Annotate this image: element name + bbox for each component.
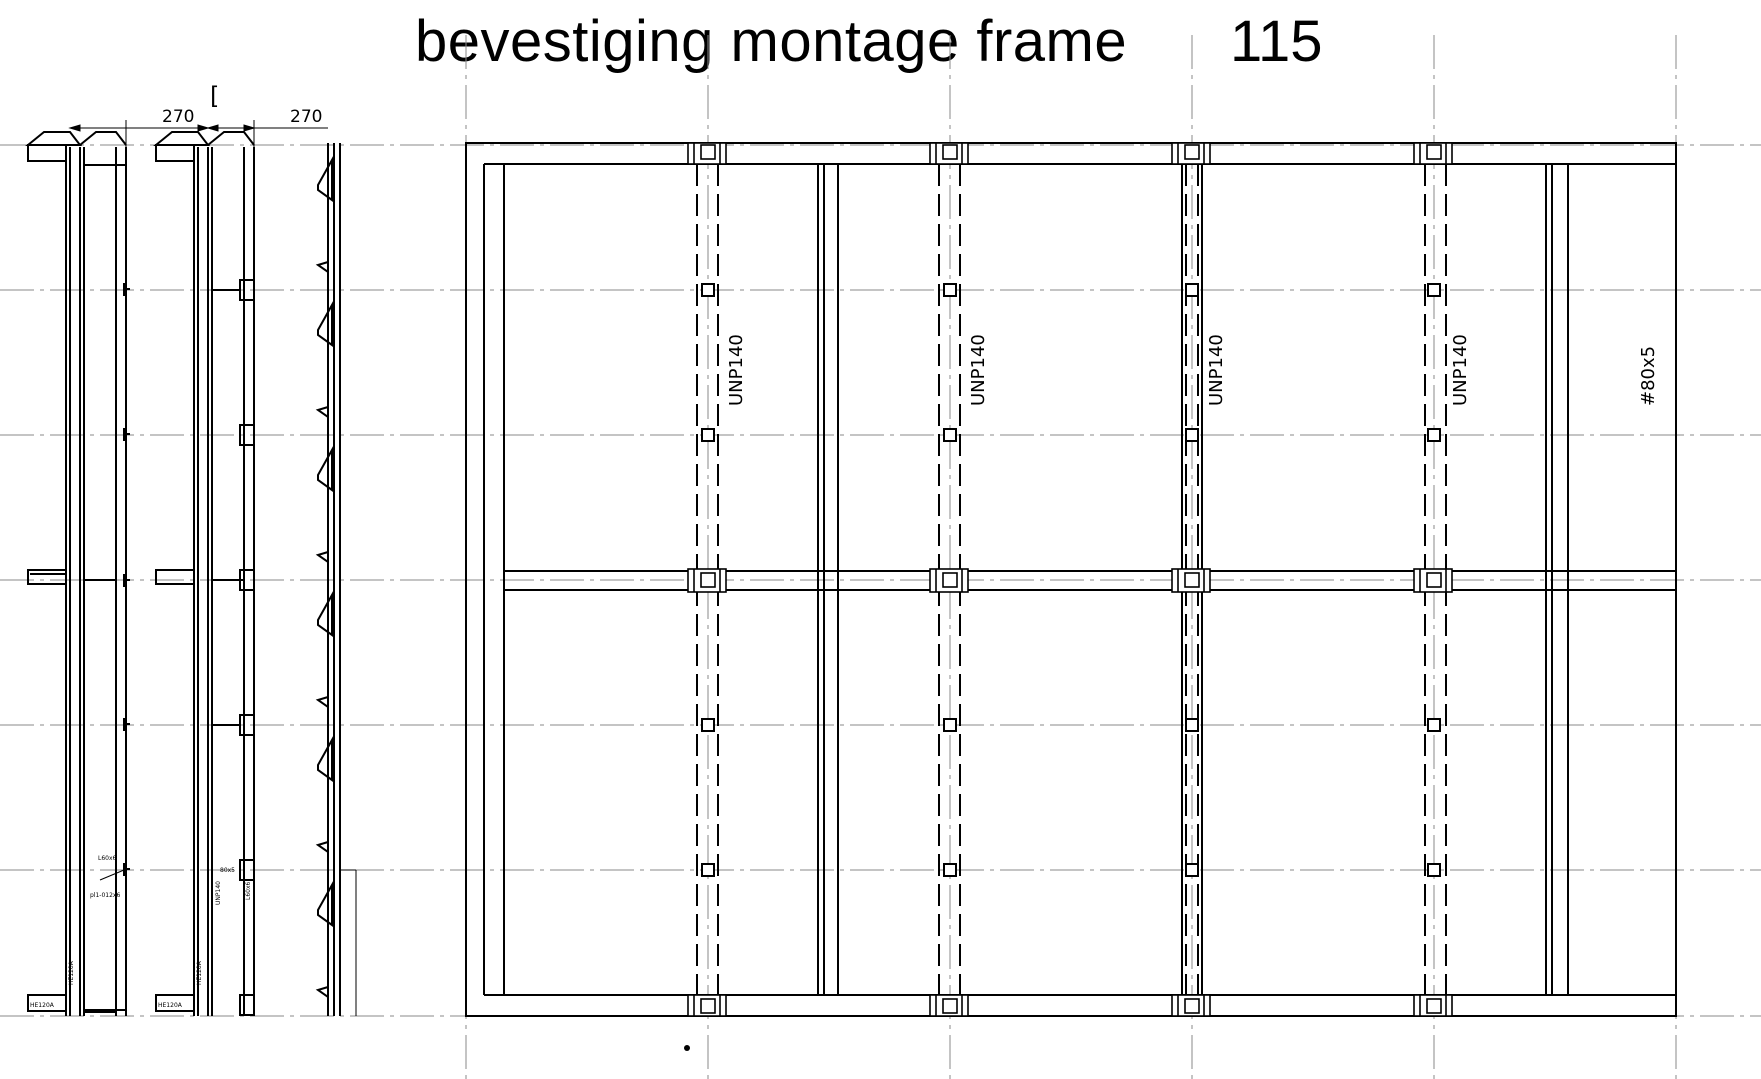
side-view-b-labels: HE120A HE120A 80x5 UNP140 L60x6 [158,867,252,1009]
plate-bot-1 [687,994,727,1017]
plate-top-1 [687,142,727,165]
sheet-number: 115 [1230,9,1323,74]
section-marker: [ [210,82,219,110]
profile-labels: UNP140 UNP140 UNP140 UNP140 #80x5 [726,334,1659,406]
label-unp140-4: UNP140 [1450,334,1471,406]
label-unp140-3: UNP140 [1206,334,1227,406]
side-view-b [153,131,255,1016]
label-edge-profile: #80x5 [1638,346,1659,406]
unp-columns-dashed [696,164,1447,995]
label-unp140-2: UNP140 [968,334,989,406]
plate-mid-4 [1413,568,1453,593]
label-plate: pl1-012x6 [90,892,120,899]
label-l60x6: L60x6 [98,855,117,862]
label-unp140-side: UNP140 [215,881,222,905]
dimension-lines [68,120,328,148]
side-view-c [315,143,357,1016]
label-he120a-b-bottom: HE120A [158,1002,183,1009]
plate-bot-4 [1413,994,1453,1017]
plate-top-2 [929,142,969,165]
side-view-a-labels: HE120A HE120A L60x6 pl1-012x6 [30,855,120,1009]
connection-plates [687,142,1453,1017]
label-unp140-1: UNP140 [726,334,747,406]
dimension-right: 270 [290,107,322,127]
plate-top-4 [1413,142,1453,165]
centerlines [0,35,1761,1079]
dimension-left: 270 [162,107,194,127]
plate-top-3 [1171,142,1211,165]
label-80x5: 80x5 [220,867,235,874]
label-he120a-b-top: HE120A [196,960,203,985]
plate-mid-2 [929,568,969,593]
plate-mid-1 [687,568,727,593]
label-he120a-top: HE120A [68,960,75,985]
plate-mid-3 [1171,568,1211,593]
bolt-squares [701,283,1441,877]
label-l60x6-b: L60x6 [245,881,252,900]
side-view-a [25,131,130,1016]
plate-bot-3 [1171,994,1211,1017]
drawing-title: bevestiging montage frame [415,9,1128,74]
label-he120a-bottom: HE120A [30,1002,55,1009]
plate-bot-2 [929,994,969,1017]
marker-dot [684,1045,690,1051]
